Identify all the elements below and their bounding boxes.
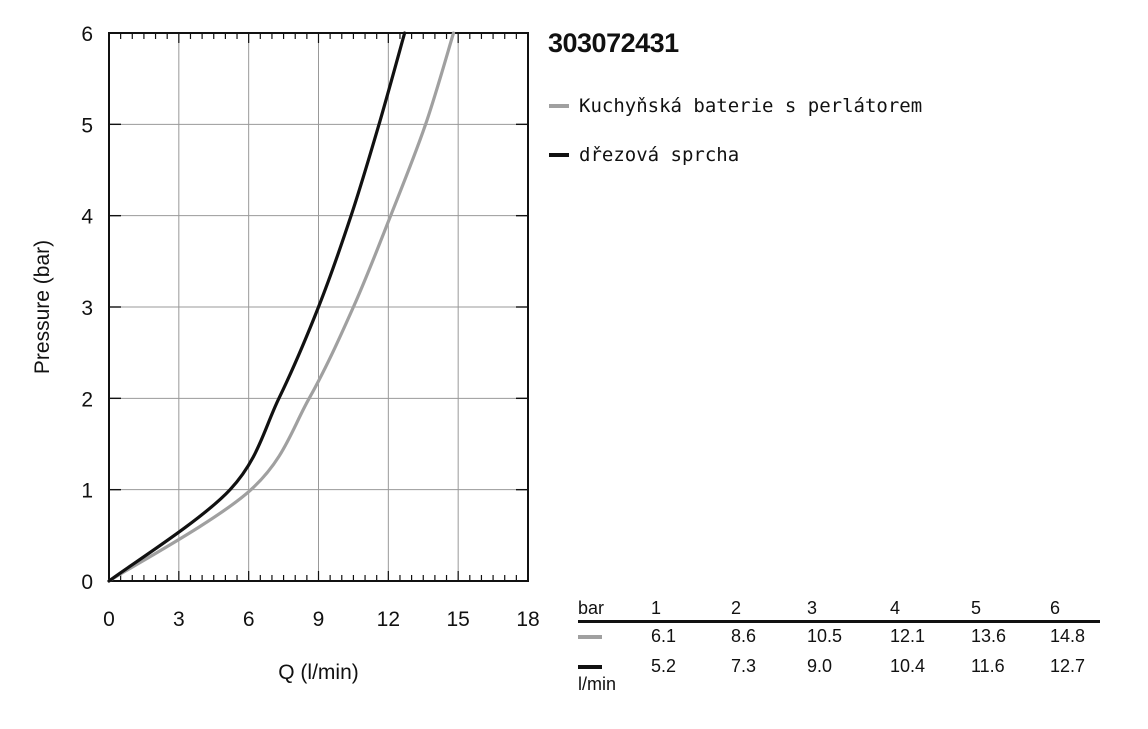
- unit-bar-label: bar: [578, 598, 605, 618]
- legend-item: dřezová sprcha: [549, 141, 922, 169]
- table-cell: 5.2: [651, 656, 677, 676]
- x-tick-label: 6: [243, 608, 255, 631]
- table-cell: 10.4: [890, 656, 926, 676]
- y-tick-label: 6: [81, 23, 93, 46]
- legend: Kuchyňská baterie s perlátorem dřezová s…: [549, 92, 922, 190]
- row-swatch: [578, 665, 602, 669]
- column-header: 1: [651, 598, 662, 618]
- x-tick-label: 0: [103, 608, 115, 631]
- flow-table: bar 1 2 3 4 5 6 6.1 8.6 10.5 12.1 13.6 1…: [578, 598, 1100, 694]
- legend-swatch: [549, 153, 569, 157]
- legend-swatch: [549, 104, 569, 108]
- legend-label: dřezová sprcha: [579, 144, 740, 166]
- y-tick-label: 4: [81, 206, 93, 229]
- y-tick-label: 2: [81, 388, 93, 411]
- table-cell: 13.6: [971, 626, 1007, 646]
- x-tick-label: 3: [173, 608, 185, 631]
- y-tick-label: 0: [81, 571, 93, 594]
- series-line-1: [107, 31, 456, 583]
- table-cell: 12.7: [1050, 656, 1086, 676]
- column-header: 5: [971, 598, 982, 618]
- table-header: bar 1 2 3 4 5 6: [578, 598, 1100, 623]
- table-cell: 7.3: [731, 656, 757, 676]
- legend-item: Kuchyňská baterie s perlátorem: [549, 92, 922, 120]
- series-line-2: [107, 31, 407, 583]
- table-row: 6.1 8.6 10.5 12.1 13.6 14.8: [578, 623, 1100, 653]
- x-tick-label: 9: [313, 608, 325, 631]
- y-tick-label: 3: [81, 297, 93, 320]
- x-tick-label: 18: [516, 608, 539, 631]
- column-header: 2: [731, 598, 742, 618]
- table-cell: 12.1: [890, 626, 926, 646]
- legend-label: Kuchyňská baterie s perlátorem: [579, 95, 923, 117]
- column-header: 4: [890, 598, 901, 618]
- y-tick-label: 1: [81, 480, 93, 503]
- table-cell: 6.1: [651, 626, 677, 646]
- table-cell: 11.6: [971, 656, 1005, 676]
- plot-frame: [108, 32, 529, 582]
- x-axis-title: Q (l/min): [278, 661, 359, 684]
- unit-lmin-label: l/min: [578, 674, 617, 694]
- y-axis-title: Pressure (bar): [31, 240, 54, 374]
- table-row: 5.2 7.3 9.0 10.4 11.6 12.7: [578, 653, 1100, 683]
- table-cell: 8.6: [731, 626, 757, 646]
- x-tick-label: 12: [377, 608, 400, 631]
- table-cell: 9.0: [807, 656, 833, 676]
- column-header: 6: [1050, 598, 1061, 618]
- product-id: 303072431: [548, 28, 679, 58]
- table-cell: 14.8: [1050, 626, 1086, 646]
- x-tick-label: 15: [446, 608, 469, 631]
- y-tick-label: 5: [81, 114, 93, 137]
- column-header: 3: [807, 598, 818, 618]
- table-cell: 10.5: [807, 626, 843, 646]
- row-swatch: [578, 635, 602, 639]
